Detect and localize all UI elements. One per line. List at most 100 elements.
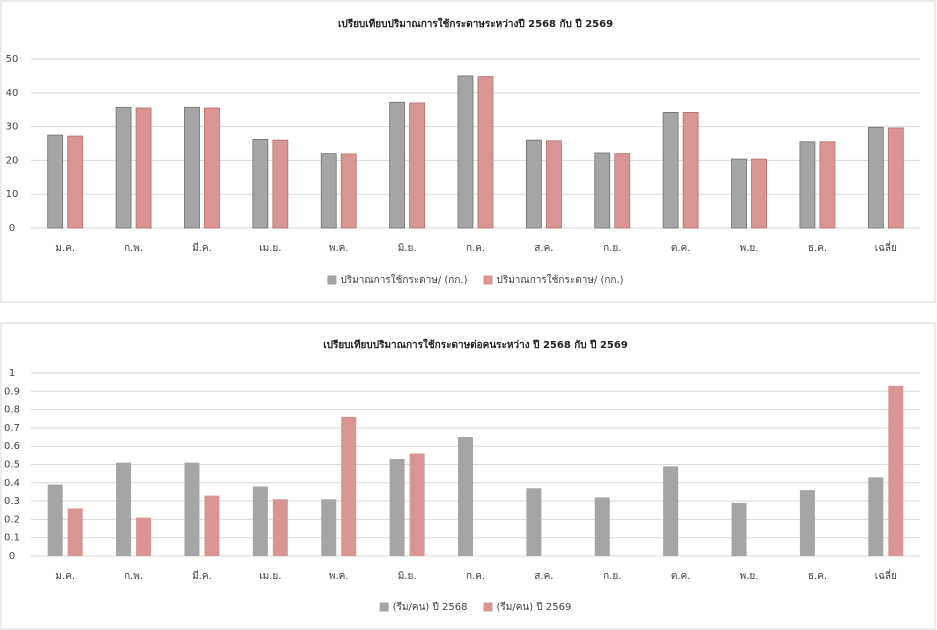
bar	[321, 499, 337, 556]
x-tick-label: ต.ค.	[671, 243, 691, 254]
bar	[409, 102, 426, 229]
bar	[799, 141, 816, 229]
legend-swatch	[327, 275, 337, 285]
y-tick-label: 20	[6, 155, 19, 166]
x-tick-label: พ.ค.	[329, 243, 349, 254]
bar	[47, 484, 63, 556]
x-tick-label: มิ.ย.	[398, 243, 417, 254]
bar	[409, 453, 425, 556]
x-tick-label: เฉลี่ย	[875, 568, 897, 582]
bar	[477, 76, 494, 229]
legend-swatch	[483, 602, 493, 612]
x-tick-label: พ.ค.	[329, 571, 349, 582]
x-tick-label: ก.ค.	[466, 243, 485, 254]
y-tick-label: 0.2	[4, 514, 20, 525]
bar	[457, 75, 474, 229]
bar	[594, 152, 611, 229]
bar	[184, 106, 200, 229]
bar	[731, 158, 747, 229]
x-tick-label: เม.ย.	[259, 243, 281, 254]
chart-title: เปรียบเทียบปริมาณการใช้กระดาษต่อคนระหว่า…	[323, 338, 628, 351]
bar	[116, 462, 132, 556]
bar	[662, 112, 679, 229]
y-tick-label: 40	[6, 88, 19, 99]
bar	[888, 385, 904, 556]
y-tick-label: 10	[6, 189, 19, 200]
bar	[663, 466, 679, 556]
bar	[252, 486, 268, 556]
x-tick-label: มิ.ย.	[398, 571, 417, 582]
x-tick-label: ก.ย.	[603, 243, 621, 254]
bar	[545, 140, 562, 229]
bar	[47, 134, 64, 229]
y-tick-label: 0.3	[4, 496, 20, 507]
bar	[867, 126, 884, 229]
x-tick-label: ส.ค.	[534, 571, 553, 582]
bar	[594, 497, 610, 556]
x-tick-label: ธ.ค.	[808, 243, 827, 254]
bar	[887, 127, 904, 229]
bar	[184, 462, 200, 556]
bar	[204, 107, 220, 229]
x-tick-label: เม.ย.	[259, 571, 281, 582]
x-tick-label: เฉลี่ย	[875, 240, 897, 254]
y-tick-label: 0	[9, 223, 15, 234]
x-tick-label: มี.ค.	[192, 570, 212, 582]
bar	[819, 141, 836, 229]
legend-label: ปริมาณการใช้กระดาษ/ (กก.)	[497, 274, 624, 286]
bar	[135, 107, 152, 229]
y-tick-label: 0.5	[4, 460, 20, 471]
bar	[389, 459, 405, 556]
x-tick-label: ธ.ค.	[808, 571, 827, 582]
x-tick-label: ก.ค.	[466, 571, 485, 582]
legend-swatch	[379, 602, 389, 612]
legend-swatch	[483, 275, 493, 285]
bar	[136, 517, 152, 556]
x-tick-label: พ.ย.	[740, 571, 759, 582]
bar	[272, 499, 288, 556]
bar	[751, 158, 767, 229]
x-tick-label: ม.ค.	[55, 571, 75, 582]
y-tick-label: 0.4	[4, 478, 20, 489]
x-tick-label: ก.พ.	[124, 571, 143, 582]
x-tick-label: ก.ย.	[603, 571, 621, 582]
x-tick-label: ส.ค.	[534, 243, 553, 254]
x-tick-label: ต.ค.	[671, 571, 691, 582]
y-tick-label: 50	[6, 54, 19, 65]
x-tick-label: ก.พ.	[124, 243, 143, 254]
bar	[526, 488, 542, 556]
bar	[458, 437, 473, 556]
chart-title: เปรียบเทียบปริมาณการใช้กระดาษระหว่างปี 2…	[338, 17, 613, 30]
bar	[320, 153, 337, 229]
bar	[115, 106, 132, 229]
bar	[67, 135, 84, 229]
y-tick-label: 0	[9, 551, 15, 562]
y-tick-label: 0.7	[4, 423, 20, 434]
x-tick-label: ม.ค.	[55, 243, 75, 254]
bar	[340, 153, 357, 229]
bar	[67, 508, 83, 556]
bar	[799, 490, 815, 556]
y-tick-label: 0.8	[4, 405, 20, 416]
legend-label: ปริมาณการใช้กระดาษ/ (กก.)	[340, 274, 467, 286]
bar	[731, 502, 747, 556]
y-tick-label: 0.9	[4, 386, 20, 397]
bar	[272, 139, 289, 229]
bar	[341, 416, 357, 556]
bar	[204, 495, 220, 556]
bar	[252, 139, 269, 229]
x-tick-label: มี.ค.	[192, 242, 212, 254]
legend-label: (รีม/คน) ปี 2569	[497, 601, 572, 613]
bar	[614, 153, 631, 229]
bar	[389, 101, 406, 229]
bar	[682, 112, 699, 229]
x-tick-label: พ.ย.	[740, 243, 759, 254]
bar	[868, 477, 884, 556]
legend-label: (รีม/คน) ปี 2568	[393, 601, 468, 613]
bar	[525, 139, 542, 229]
y-tick-label: 0.6	[4, 441, 20, 452]
y-tick-label: 1	[9, 368, 15, 379]
y-tick-label: 0.1	[4, 533, 20, 544]
